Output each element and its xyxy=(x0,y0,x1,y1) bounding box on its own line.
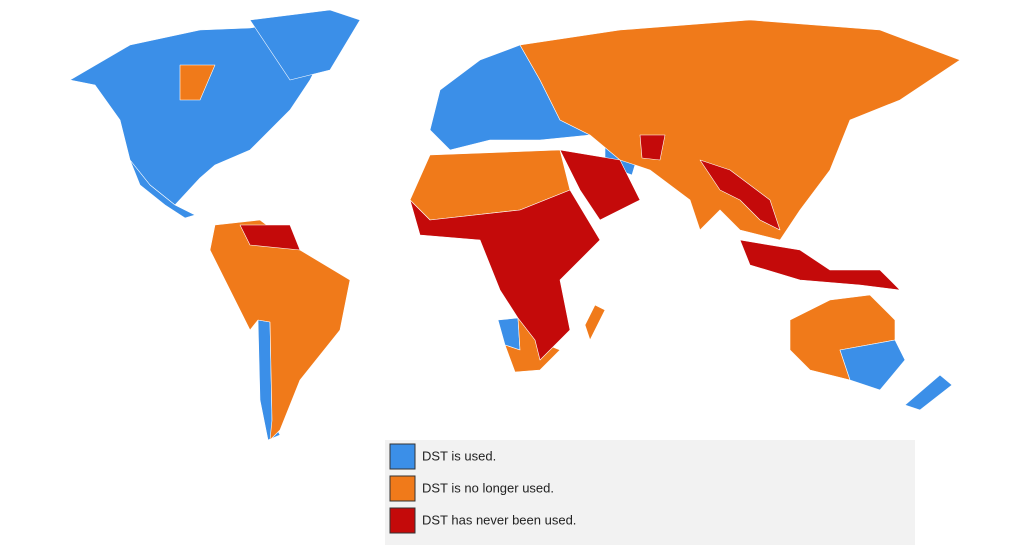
canada-patch xyxy=(179,64,216,101)
legend-box xyxy=(385,440,915,545)
new-zealand xyxy=(904,374,953,411)
arabia xyxy=(559,149,641,221)
legend-label: DST is used. xyxy=(422,448,496,463)
north-america xyxy=(69,19,331,206)
legend-label: DST is no longer used. xyxy=(422,480,554,495)
afghanistan xyxy=(639,134,666,161)
legend: DST is used. DST is no longer used. DST ha… xyxy=(385,440,915,545)
legend-label: DST has never been used. xyxy=(422,512,576,527)
legend-swatch xyxy=(389,507,416,534)
south-america xyxy=(209,219,351,441)
southeast-australia xyxy=(839,339,906,391)
map xyxy=(69,9,961,441)
northern-south-america xyxy=(239,224,301,251)
indonesia xyxy=(739,239,901,291)
southeast-asia xyxy=(699,159,781,231)
madagascar xyxy=(584,304,606,341)
asia xyxy=(519,19,961,241)
greenland xyxy=(249,9,361,81)
legend-swatch xyxy=(389,475,416,502)
legend-swatch xyxy=(389,443,416,470)
central-africa xyxy=(409,189,601,361)
namibia xyxy=(497,317,521,351)
mexico xyxy=(129,159,196,219)
